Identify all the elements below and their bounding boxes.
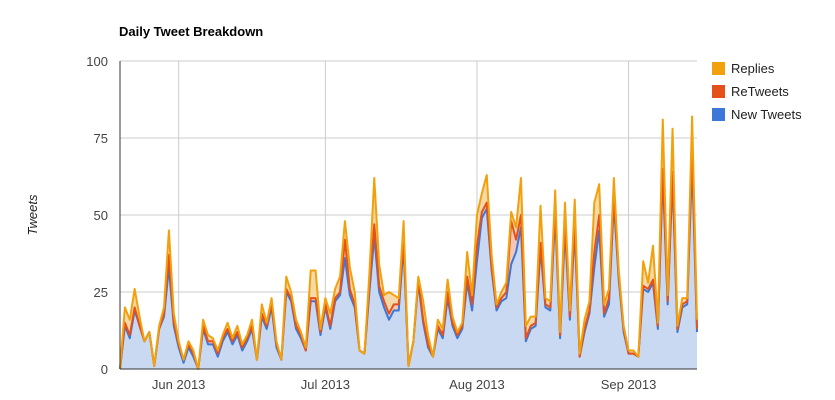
legend[interactable]: Replies ReTweets New Tweets (712, 61, 802, 122)
x-tick-label: Aug 2013 (449, 377, 505, 392)
area-new-tweets (120, 162, 697, 369)
legend-item-new-tweets[interactable]: New Tweets (712, 107, 802, 122)
x-tick-label: Sep 2013 (601, 377, 657, 392)
x-tick-label: Jun 2013 (152, 377, 206, 392)
chart-title: Daily Tweet Breakdown (119, 24, 263, 39)
legend-item-replies[interactable]: Replies (712, 61, 775, 76)
y-tick-label: 25 (94, 285, 108, 300)
series-areas (120, 116, 697, 369)
line-replies (119, 115, 698, 370)
legend-swatch (712, 85, 725, 98)
axes: 0 25 50 75 100 Jun 2013 Jul 2013 Aug 2013 Sep 20… (86, 54, 697, 392)
y-axis-label: Tweets (25, 194, 40, 235)
legend-label: New Tweets (731, 107, 802, 122)
legend-item-retweets[interactable]: ReTweets (712, 84, 789, 99)
y-tick-label: 50 (94, 208, 108, 223)
y-tick-label: 75 (94, 131, 108, 146)
legend-label: Replies (731, 61, 775, 76)
legend-swatch (712, 108, 725, 121)
y-tick-label: 0 (101, 362, 108, 377)
x-tick-label: Jul 2013 (301, 377, 350, 392)
legend-swatch (712, 62, 725, 75)
y-tick-label: 100 (86, 54, 108, 69)
series-lines (119, 115, 698, 370)
legend-label: ReTweets (731, 84, 789, 99)
